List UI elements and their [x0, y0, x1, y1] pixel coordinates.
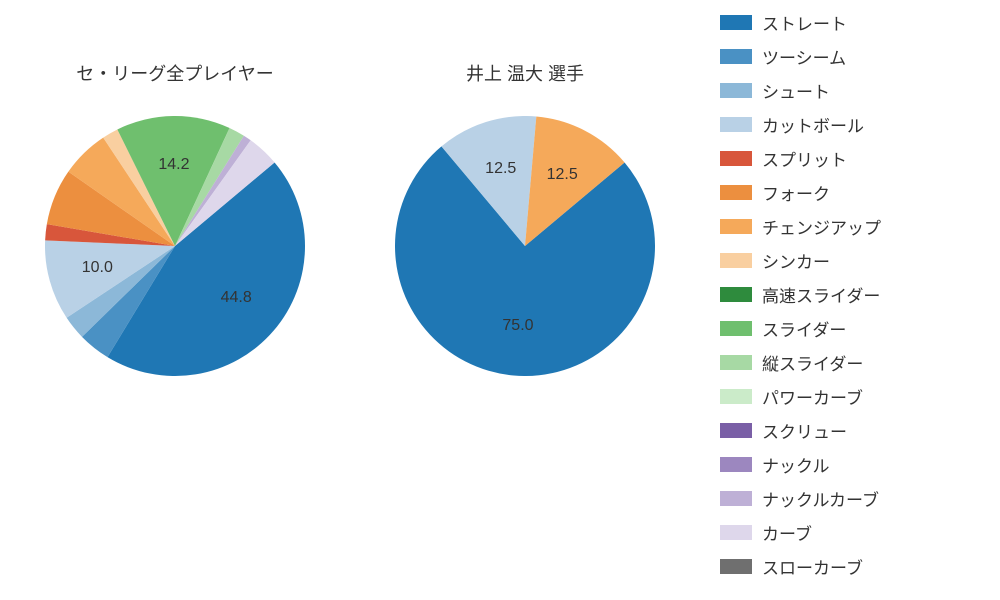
- legend-swatch-straight: [720, 15, 752, 30]
- legend-item-shoot: シュート: [720, 78, 980, 103]
- legend-item-two_seam: ツーシーム: [720, 44, 980, 69]
- legend-item-cutball: カットボール: [720, 112, 980, 137]
- legend-swatch-curve: [720, 525, 752, 540]
- pie-slice-label-straight: 75.0: [502, 317, 533, 335]
- legend-label-screw: スクリュー: [762, 418, 847, 443]
- legend-swatch-sinker: [720, 253, 752, 268]
- legend-item-slow_curve: スローカーブ: [720, 554, 980, 579]
- pie-chart-left-block: セ・リーグ全プレイヤー 44.8 10.0 14.2: [45, 60, 305, 376]
- legend-swatch-power_curve: [720, 389, 752, 404]
- legend-swatch-vert_slider: [720, 355, 752, 370]
- legend-swatch-knuckle_curve: [720, 491, 752, 506]
- legend-label-knuckle: ナックル: [762, 452, 830, 477]
- legend-label-slow_curve: スローカーブ: [762, 554, 863, 579]
- legend-label-sinker: シンカー: [762, 248, 830, 273]
- legend-swatch-knuckle: [720, 457, 752, 472]
- pie-slice-label-changeup: 12.5: [547, 166, 578, 184]
- legend-item-curve: カーブ: [720, 520, 980, 545]
- legend-item-vert_slider: 縦スライダー: [720, 350, 980, 375]
- legend-swatch-changeup: [720, 219, 752, 234]
- pie-chart-right-title: 井上 温大 選手: [466, 60, 584, 86]
- legend-item-fork: フォーク: [720, 180, 980, 205]
- pie-chart-left: 44.8 10.0 14.2: [45, 116, 305, 376]
- legend-item-sinker: シンカー: [720, 248, 980, 273]
- legend-swatch-slow_curve: [720, 559, 752, 574]
- pie-svg: [395, 116, 655, 376]
- legend: ストレートツーシームシュートカットボールスプリットフォークチェンジアップシンカー…: [700, 0, 1000, 600]
- legend-swatch-shoot: [720, 83, 752, 98]
- legend-item-power_curve: パワーカーブ: [720, 384, 980, 409]
- legend-swatch-slider: [720, 321, 752, 336]
- chart-container: セ・リーグ全プレイヤー 44.8 10.0 14.2 井上 温大 選手 75.0 12…: [0, 0, 1000, 600]
- pie-chart-left-title: セ・リーグ全プレイヤー: [76, 60, 273, 86]
- legend-swatch-screw: [720, 423, 752, 438]
- legend-label-slider: スライダー: [762, 316, 846, 341]
- legend-swatch-cutball: [720, 117, 752, 132]
- pie-slice-label-slider: 14.2: [158, 156, 189, 174]
- legend-item-knuckle_curve: ナックルカーブ: [720, 486, 980, 511]
- pie-chart-right-block: 井上 温大 選手 75.0 12.5 12.5: [395, 60, 655, 376]
- legend-item-fast_slider: 高速スライダー: [720, 282, 980, 307]
- legend-label-straight: ストレート: [762, 10, 847, 35]
- legend-label-fast_slider: 高速スライダー: [762, 282, 880, 307]
- legend-item-straight: ストレート: [720, 10, 980, 35]
- legend-item-knuckle: ナックル: [720, 452, 980, 477]
- legend-label-fork: フォーク: [762, 180, 830, 205]
- legend-item-slider: スライダー: [720, 316, 980, 341]
- charts-area: セ・リーグ全プレイヤー 44.8 10.0 14.2 井上 温大 選手 75.0 12…: [0, 0, 700, 600]
- legend-label-split: スプリット: [762, 146, 847, 171]
- legend-swatch-split: [720, 151, 752, 166]
- legend-item-split: スプリット: [720, 146, 980, 171]
- legend-swatch-fork: [720, 185, 752, 200]
- legend-label-cutball: カットボール: [762, 112, 864, 137]
- pie-svg: [45, 116, 305, 376]
- pie-slice-label-straight: 44.8: [221, 289, 252, 307]
- legend-label-changeup: チェンジアップ: [762, 214, 881, 239]
- legend-label-knuckle_curve: ナックルカーブ: [762, 486, 879, 511]
- legend-label-shoot: シュート: [762, 78, 830, 103]
- legend-label-two_seam: ツーシーム: [762, 44, 846, 69]
- legend-label-power_curve: パワーカーブ: [762, 384, 863, 409]
- legend-item-screw: スクリュー: [720, 418, 980, 443]
- pie-chart-right: 75.0 12.5 12.5: [395, 116, 655, 376]
- pie-slice-label-cutball: 12.5: [485, 160, 516, 178]
- legend-swatch-fast_slider: [720, 287, 752, 302]
- pie-slice-label-cutball: 10.0: [82, 259, 113, 277]
- legend-label-curve: カーブ: [762, 520, 812, 545]
- legend-label-vert_slider: 縦スライダー: [762, 350, 863, 375]
- legend-item-changeup: チェンジアップ: [720, 214, 980, 239]
- legend-swatch-two_seam: [720, 49, 752, 64]
